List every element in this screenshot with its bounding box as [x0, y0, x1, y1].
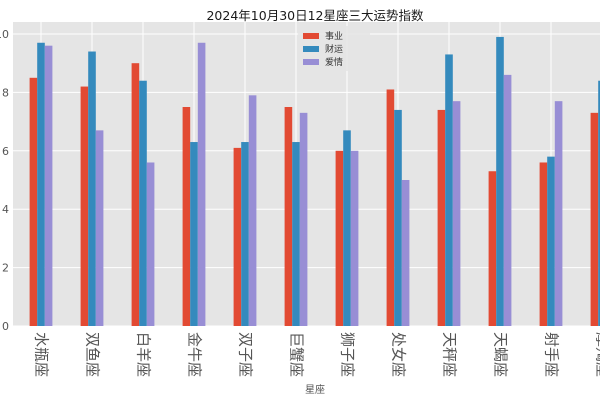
- bar-series-3: [248, 95, 257, 326]
- bar-series-2: [445, 54, 453, 326]
- bar-series-1: [590, 112, 599, 326]
- y-tick-label: 10: [0, 28, 9, 41]
- x-tick-label: 天秤座: [441, 332, 459, 377]
- bar-series-2: [598, 80, 600, 326]
- chart-legend: 事业 财运 爱情: [298, 26, 370, 71]
- x-axis-title: 星座: [305, 385, 325, 396]
- bar-series-3: [350, 150, 359, 326]
- bar-series-1: [80, 86, 89, 326]
- x-tick-label: 射手座: [543, 332, 561, 377]
- x-tick-label: 双鱼座: [84, 332, 102, 377]
- bar-series-1: [233, 147, 242, 326]
- bar-series-2: [547, 156, 555, 326]
- bar-series-2: [292, 142, 300, 326]
- bar-series-2: [190, 142, 198, 326]
- bar-series-1: [386, 89, 395, 326]
- y-tick-label: 4: [2, 203, 9, 216]
- bar-series-1: [284, 107, 293, 326]
- x-tick-label: 双子座: [237, 332, 255, 377]
- bar-series-1: [131, 63, 140, 326]
- legend-swatch-series-1: [303, 32, 319, 39]
- bar-series-1: [539, 162, 548, 326]
- bar-series-2: [139, 80, 147, 326]
- x-tick-label: 白羊座: [135, 332, 153, 377]
- legend-swatch-series-2: [303, 45, 319, 52]
- bar-series-3: [452, 101, 461, 326]
- x-tick-label: 水瓶座: [33, 332, 51, 377]
- bar-series-1: [182, 107, 191, 326]
- bar-series-3: [146, 162, 155, 326]
- legend-item-series-3: 爱情: [303, 55, 365, 68]
- legend-label-series-1: 事业: [325, 32, 344, 42]
- bar-series-3: [197, 42, 206, 326]
- bar-series-1: [488, 171, 497, 326]
- legend-label-series-3: 爱情: [325, 58, 344, 68]
- y-tick-label: 2: [2, 262, 9, 275]
- bar-series-1: [335, 150, 344, 326]
- bar-series-2: [343, 130, 351, 326]
- legend-item-series-2: 财运: [303, 42, 365, 55]
- x-tick-label: 金牛座: [186, 332, 204, 377]
- bar-series-2: [88, 51, 96, 327]
- bar-series-3: [299, 112, 308, 326]
- bar-series-1: [29, 77, 38, 326]
- y-tick-label: 8: [2, 86, 9, 99]
- bar-series-1: [437, 109, 446, 326]
- x-tick-label: 巨蟹座: [288, 332, 306, 377]
- bar-series-3: [503, 74, 512, 326]
- x-tick-label: 摩羯座: [594, 332, 600, 377]
- x-tick-label: 狮子座: [339, 332, 357, 377]
- y-tick-label: 6: [2, 145, 9, 158]
- bar-series-2: [37, 42, 45, 326]
- x-tick-label: 天蝎座: [492, 332, 510, 377]
- bar-series-3: [95, 130, 104, 326]
- bar-series-2: [496, 36, 504, 327]
- y-tick-label: 0: [2, 320, 9, 333]
- legend-label-series-2: 财运: [325, 45, 344, 55]
- chart-title: 2024年10月30日12星座三大运势指数: [206, 8, 424, 23]
- bar-series-3: [44, 45, 53, 327]
- legend-item-series-1: 事业: [303, 29, 365, 42]
- legend-swatch-series-3: [303, 58, 319, 65]
- bar-series-2: [241, 142, 249, 326]
- bar-series-3: [554, 101, 563, 326]
- bar-series-3: [401, 180, 410, 326]
- bar-series-2: [394, 109, 402, 326]
- x-tick-label: 处女座: [390, 332, 408, 377]
